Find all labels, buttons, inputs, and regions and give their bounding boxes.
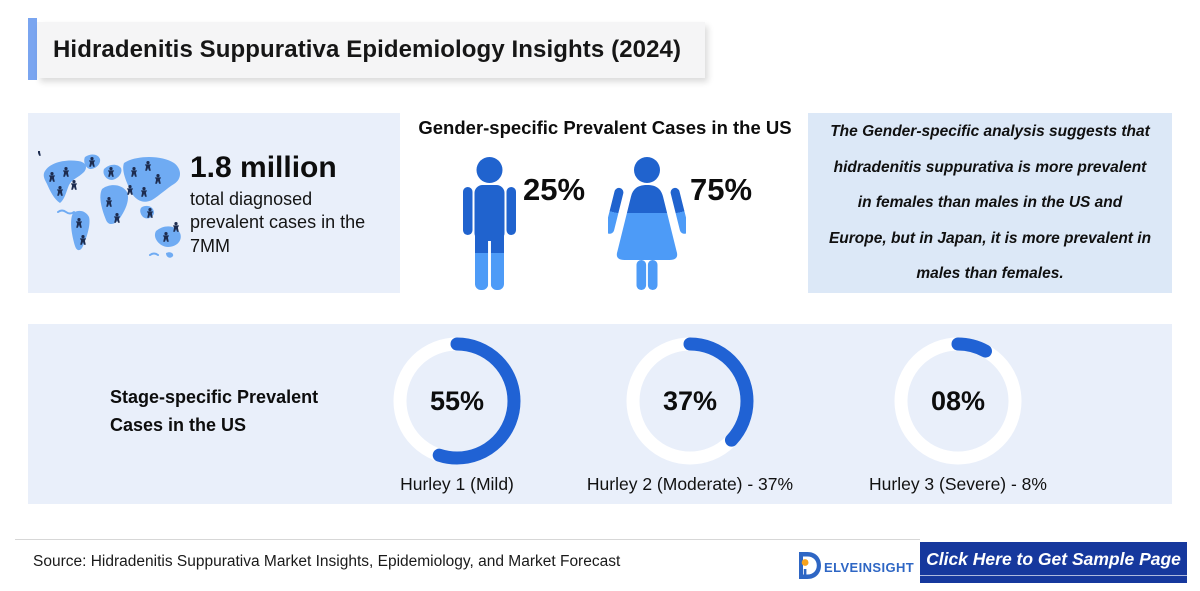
donut-arc-hurley3 bbox=[894, 337, 1022, 465]
donut-chart-hurley3 bbox=[894, 337, 1022, 465]
donut-label-hurley3: Hurley 3 (Severe) - 8% bbox=[869, 474, 1047, 494]
total-prevalence-panel: 1.8 million total diagnosed prevalent ca… bbox=[28, 113, 400, 293]
world-map-icon bbox=[38, 151, 181, 258]
get-sample-page-button[interactable]: Click Here to Get Sample Page bbox=[920, 542, 1187, 583]
delveinsight-logo-icon bbox=[799, 551, 821, 579]
donut-value-hurley1: 55% bbox=[429, 385, 485, 416]
donut-label-hurley2: Hurley 2 (Moderate) - 37% bbox=[586, 474, 794, 494]
total-prevalence-description: total diagnosed prevalent cases in the 7… bbox=[190, 189, 366, 256]
female-percentage: 75% bbox=[690, 172, 753, 207]
gender-insight-panel: The Gender-specific analysis suggests th… bbox=[808, 113, 1172, 293]
delveinsight-logo[interactable]: ELVEINSIGHT bbox=[797, 548, 914, 582]
stage-prevalence-panel: Stage-specific Prevalent Cases in the US… bbox=[28, 324, 1172, 504]
page-title: Hidradenitis Suppurativa Epidemiology In… bbox=[53, 36, 682, 63]
title-bar: Hidradenitis Suppurativa Epidemiology In… bbox=[37, 22, 705, 78]
map-people-icons bbox=[38, 151, 180, 245]
donut-label-hurley1: Hurley 1 (Mild) bbox=[400, 474, 514, 494]
gender-insight-text: The Gender-specific analysis suggests th… bbox=[828, 122, 1152, 283]
donut-value-hurley2: 37% bbox=[662, 385, 718, 416]
donut-chart-hurley1 bbox=[393, 337, 521, 465]
donut-arc-hurley2 bbox=[626, 337, 754, 465]
donut-chart-hurley2 bbox=[626, 337, 754, 465]
delveinsight-logo-text: ELVEINSIGHT bbox=[824, 559, 915, 575]
donut-value-hurley3: 08% bbox=[930, 385, 986, 416]
male-percentage: 25% bbox=[523, 172, 586, 207]
source-text: Source: Hidradenitis Suppurativa Market … bbox=[33, 553, 621, 570]
donut-arc-hurley1 bbox=[393, 337, 521, 465]
male-icon bbox=[463, 157, 516, 290]
female-icon bbox=[608, 157, 686, 290]
stage-section-title: Stage-specific Prevalent Cases in the US bbox=[110, 387, 319, 435]
footer-divider bbox=[15, 539, 920, 540]
get-sample-page-label: Click Here to Get Sample Page bbox=[920, 549, 1187, 576]
title-accent-bar bbox=[28, 18, 37, 80]
total-prevalence-value: 1.8 million bbox=[190, 151, 337, 184]
gender-section-title: Gender-specific Prevalent Cases in the U… bbox=[418, 117, 792, 138]
